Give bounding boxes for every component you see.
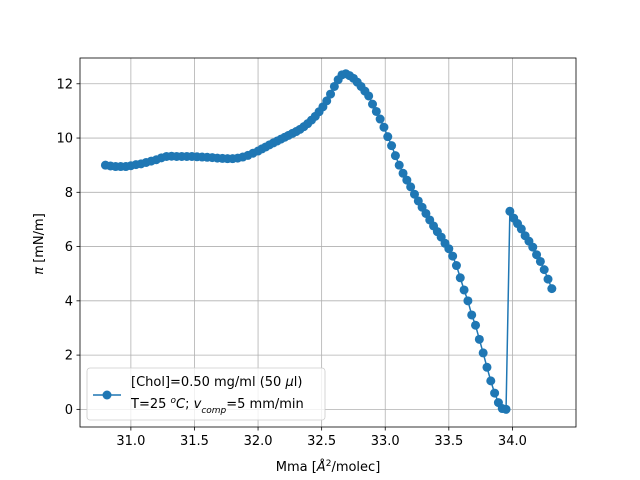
legend-entry-line1: [Chol]=0.50 mg/ml (50 μl) [131,375,302,390]
x-axis-label: Mma [Å2/molec] [276,459,381,475]
data-point [383,132,393,142]
data-point [474,334,484,344]
x-tick-label: 31.5 [180,434,209,449]
data-point [402,175,412,185]
markers [100,69,557,414]
y-ticks: 0 2 4 6 8 10 12 [56,77,80,418]
data-point [322,96,332,106]
data-point [387,141,397,151]
legend: [Chol]=0.50 mg/ml (50 μl) T=25 oC; vcomp… [86,367,326,421]
data-point [451,261,461,271]
x-tick-label: 31.0 [116,434,145,449]
x-tick-label: 32.5 [307,434,336,449]
legend-marker [102,390,112,400]
series-line [105,72,553,411]
data-point [368,99,378,109]
data-point [459,285,469,295]
data-point [329,81,339,91]
series-layer [100,69,557,414]
data-point [364,91,374,101]
data-point [471,320,481,330]
data-point [444,244,454,254]
data-point [528,242,538,252]
y-tick-label: 12 [56,77,73,92]
y-tick-label: 10 [56,132,73,147]
data-point [398,168,408,178]
data-point [371,106,381,116]
data-point [421,208,431,218]
legend-entry-line2: T=25 oC; vcomp=5 mm/min [130,396,304,416]
data-point [463,296,473,306]
y-tick-label: 6 [65,240,73,255]
y-tick-label: 8 [65,186,73,201]
legend-box [86,367,326,421]
plot-frame [79,57,577,428]
data-point [482,362,492,372]
data-point [505,206,515,216]
data-point [490,388,500,398]
data-point [455,273,465,283]
data-point [532,250,542,260]
data-point [516,224,526,234]
x-tick-label: 32.0 [244,434,273,449]
data-point [379,122,389,132]
data-point [543,274,553,284]
data-point [448,251,458,261]
data-point [539,265,549,275]
data-point [326,89,336,99]
data-point [375,114,385,124]
data-point [486,376,496,386]
x-ticks: 31.0 31.5 32.0 32.5 33.0 33.5 34.0 [116,427,527,449]
data-point [394,160,404,170]
x-tick-label: 33.5 [434,434,463,449]
x-tick-label: 34.0 [498,434,527,449]
data-point [535,256,545,266]
data-point [501,404,511,414]
y-axis-label: π [mN/m] [32,213,47,275]
data-point [467,310,477,320]
x-tick-label: 33.0 [371,434,400,449]
data-point [406,182,416,192]
data-point [390,151,400,161]
y-tick-label: 0 [65,403,73,418]
data-point [478,348,488,358]
data-point [409,189,419,199]
y-tick-label: 2 [65,349,73,364]
data-point [547,284,557,294]
y-tick-label: 4 [65,294,73,309]
